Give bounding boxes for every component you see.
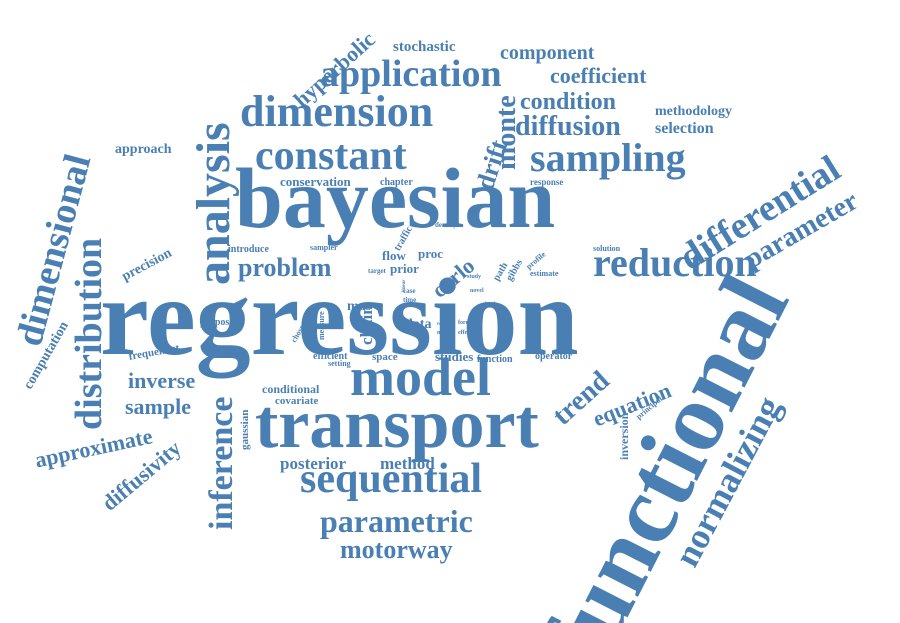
- word-density: density: [435, 221, 457, 229]
- word-motorway: motorway: [340, 535, 453, 564]
- word-time: time: [403, 296, 417, 304]
- word-mas: mas: [347, 299, 372, 314]
- word-flow: flow: [382, 248, 406, 263]
- word-component: component: [500, 42, 595, 64]
- word-introduce: introduce: [228, 244, 269, 255]
- word-studies: studies: [435, 349, 474, 364]
- word-conditional: conditional: [262, 382, 320, 396]
- word-condition: condition: [520, 89, 617, 115]
- word-constant: constant: [255, 133, 407, 179]
- word-effect: effect: [458, 330, 472, 336]
- word-distribution: distribution: [68, 237, 110, 430]
- word-sequential: sequential: [300, 456, 483, 502]
- word-efficient: efficient: [313, 351, 348, 362]
- word-proc: proc: [418, 246, 444, 261]
- word-inversion: inversion: [617, 412, 631, 460]
- word-application: application: [320, 53, 502, 95]
- word-conservation: conservation: [280, 174, 351, 189]
- word-covariate: covariate: [275, 395, 319, 407]
- word-dimension: dimension: [240, 87, 434, 136]
- word-case: case: [403, 287, 416, 295]
- word-linear: linear: [402, 279, 407, 293]
- word-sampling: sampling: [530, 135, 686, 180]
- word-parametric: parametric: [320, 503, 473, 539]
- word-methodology: methodology: [655, 104, 732, 119]
- word-estimate: estimate: [530, 269, 559, 278]
- word-operator: operator: [535, 351, 573, 362]
- word-basis: basis: [485, 302, 498, 308]
- word-study: study: [467, 274, 482, 280]
- word-approach: approach: [115, 142, 172, 157]
- word-data: data: [405, 317, 432, 332]
- word-sampler: sampler: [310, 243, 338, 252]
- word-selection: selection: [655, 120, 714, 137]
- word-prior: prior: [390, 261, 419, 276]
- word-stochastic: stochastic: [393, 39, 456, 55]
- word-problem: problem: [238, 253, 332, 282]
- word-transport: transport: [255, 386, 539, 463]
- word-setting: setting: [328, 359, 351, 368]
- word-function: function: [477, 354, 513, 365]
- word-chapter: chapter: [380, 177, 413, 188]
- word-novel: novel: [470, 288, 484, 294]
- word-space: space: [372, 351, 398, 363]
- word-reduction: reduction: [593, 240, 757, 285]
- word-coefficient: coefficient: [550, 63, 647, 88]
- word-target: target: [368, 267, 386, 275]
- word-form: form: [458, 320, 471, 326]
- word-regression: regression: [100, 256, 579, 378]
- word-diffusion: diffusion: [515, 111, 621, 142]
- word-gaussian: gaussian: [239, 409, 251, 450]
- word-more: more: [437, 330, 451, 336]
- word-bayesian: bayesian: [235, 150, 556, 246]
- word-sample: sample: [125, 394, 191, 419]
- word-inference: inference: [203, 396, 240, 530]
- word-proposal: proposal: [200, 317, 238, 328]
- word-analysis: analysis: [187, 122, 240, 285]
- word-measure: measure: [317, 311, 326, 340]
- word-posterior: posterior: [280, 454, 347, 473]
- word-method: method: [380, 454, 435, 473]
- word-solution: solution: [593, 244, 621, 253]
- word-response: response: [530, 177, 564, 187]
- word-model: model: [350, 347, 491, 407]
- word-rest: rest: [437, 322, 445, 327]
- word-inverse: inverse: [128, 368, 196, 393]
